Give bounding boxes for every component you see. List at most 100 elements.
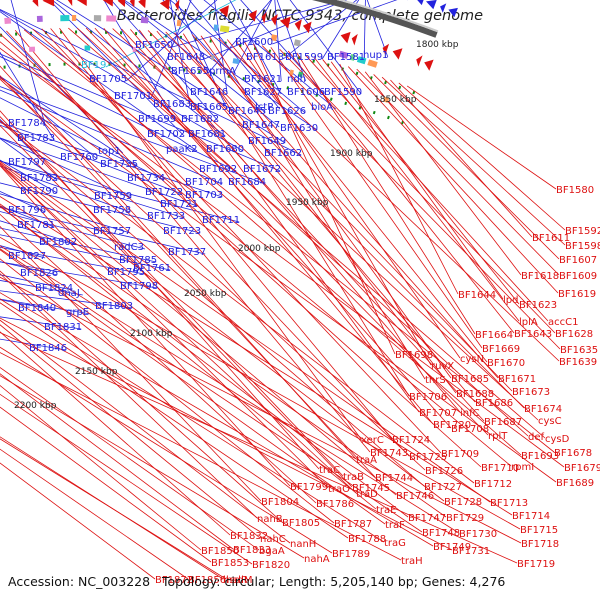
forward-gene-label: BF1781 [17, 220, 55, 231]
forward-gene-label: radC3 [114, 242, 144, 253]
forward-gene-label: BF1826 [20, 268, 58, 279]
reverse-callout-line [0, 248, 423, 533]
forward-callout-line [0, 207, 206, 255]
reverse-gene-label: BF1709 [441, 449, 479, 460]
reverse-callout-line [253, 43, 396, 355]
reverse-callout-line [0, 346, 333, 554]
reverse-callout-line [0, 393, 253, 565]
reverse-callout-line [406, 85, 557, 190]
reverse-callout-line [364, 71, 522, 276]
forward-callout-line [0, 97, 165, 181]
forward-gene-label: BF1824 [35, 283, 73, 294]
reverse-callout-line [0, 160, 491, 503]
reverse-callout-line [287, 50, 515, 334]
forward-callout-line [55, 0, 286, 144]
forward-gene-label: BF1590 [324, 87, 362, 98]
forward-gene-arrow [425, 0, 437, 10]
forward-gene-label: BF1711 [202, 215, 240, 226]
forward-gene-label: BF1790 [20, 186, 58, 197]
reverse-gene-label: traB [343, 472, 364, 483]
forward-gene-label: BF1627 [244, 87, 282, 98]
reverse-gene-label: BF1611 [532, 233, 570, 244]
reverse-callout-line [0, 116, 344, 477]
reverse-gene-label: ruvX [431, 361, 454, 372]
reverse-callout-line [209, 36, 426, 380]
reverse-gene-label: BF1687 [484, 417, 522, 428]
forward-gene-label: BF1600 [235, 37, 273, 48]
forward-gene-label: BF1621 [244, 74, 282, 85]
reverse-callout-line [0, 292, 434, 547]
reverse-gene-label: BF1832 [230, 531, 268, 542]
tick-label: 1850 kbp [374, 95, 417, 105]
reverse-callout-line [0, 375, 305, 559]
inner-annotation-block [293, 39, 301, 47]
reverse-callout-line [0, 258, 335, 524]
forward-gene-label: BF1798 [120, 281, 158, 292]
reverse-callout-line [0, 366, 260, 551]
reverse-callout-line [0, 273, 258, 519]
forward-callout-line [0, 122, 223, 198]
reverse-callout-line [0, 78, 426, 471]
reverse-callout-line [218, 37, 560, 362]
forward-callout-line [204, 0, 348, 60]
reverse-gene-arrow [129, 0, 135, 8]
forward-gene-label: BF1701 [114, 91, 152, 102]
reverse-callout-line [0, 352, 402, 561]
reverse-gene-label: lplA [519, 317, 538, 328]
reverse-callout-line [0, 317, 453, 551]
reverse-gene-arrow [219, 5, 229, 18]
reverse-callout-line [0, 270, 283, 523]
forward-callout-line [162, 0, 266, 114]
reverse-gene-label: BF1872 [155, 575, 193, 586]
forward-gene-label: hup1 [363, 50, 388, 61]
reverse-gene-label: BF1856 [188, 575, 226, 586]
reverse-gene-arrow [271, 14, 278, 26]
reverse-gene-label: traO [328, 484, 350, 495]
forward-callout-line [110, 0, 219, 122]
reverse-gene-label: BF1744 [375, 473, 413, 484]
reverse-callout-line [0, 249, 386, 525]
reverse-callout-line [191, 34, 499, 379]
forward-gene-label: dnaJ [58, 288, 80, 299]
forward-callout-line [0, 165, 131, 213]
reverse-gene-arrow [340, 31, 351, 44]
reverse-callout-line [356, 68, 560, 276]
reverse-gene-label: cysN [460, 354, 484, 365]
reverse-gene-label: traG [384, 538, 406, 549]
inner-annotation-block [213, 24, 219, 31]
reverse-gene-arrow [32, 0, 39, 7]
forward-gene-label: lctP [255, 102, 273, 113]
reverse-gene-label: BF1639 [559, 357, 597, 368]
reverse-gene-arrow [67, 0, 73, 7]
reverse-gene-label: BF1598 [565, 241, 600, 252]
reverse-gene-label: traF [385, 520, 405, 531]
forward-gene-label: BF1704 [185, 177, 223, 188]
inner-annotation-block [349, 53, 356, 61]
forward-callout-line [276, 0, 306, 82]
tick-label: 2100 kbp [130, 329, 173, 339]
forward-callout-line [240, 0, 325, 95]
reverse-callout-line [0, 245, 460, 534]
reverse-gene-label: BF1749 [433, 542, 471, 553]
reverse-gene-label: BF1799 [290, 482, 328, 493]
kbp-tick-labels: 1800 kbp 1850 kbp 1900 kbp 1950 kbp 2000 kbp… [14, 40, 459, 411]
reverse-gene-label: traE [376, 505, 396, 516]
forward-gene-label: BF1649 [248, 136, 286, 147]
reverse-callout-line [373, 74, 560, 260]
reverse-gene-label: BF1720 [433, 420, 471, 431]
reverse-callout-line [0, 448, 189, 580]
reverse-gene-label: traA [356, 455, 377, 466]
reverse-gene-label: BF1748 [422, 528, 460, 539]
inner-annotation-block [367, 59, 378, 68]
reverse-gene-label: hsdR [223, 575, 248, 586]
reverse-callout-line [305, 54, 549, 322]
reverse-callout-line [226, 39, 488, 363]
reverse-callout-line [0, 205, 377, 510]
forward-callout-line [282, 0, 358, 60]
reverse-gene-arrow [392, 48, 403, 60]
reverse-gene-label: BF1706 [409, 392, 447, 403]
reverse-callout-line [0, 120, 425, 487]
reverse-callout-line [330, 61, 504, 300]
forward-callout-line [0, 193, 131, 234]
reverse-gene-label: BF1820 [252, 560, 290, 571]
